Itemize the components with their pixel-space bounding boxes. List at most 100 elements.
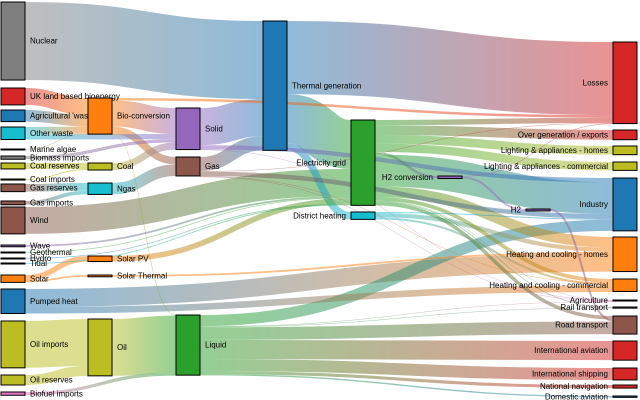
node-h2[interactable] (525, 208, 551, 212)
node-label-solar-pv: Solar PV (117, 254, 149, 263)
node-label-wave: Wave (30, 242, 51, 251)
node-label-district-heating: District heating (293, 211, 346, 220)
node-label-agricultural-waste: Agricultural 'waste' (30, 111, 97, 120)
node-road-transport[interactable] (612, 315, 638, 335)
node-solar-thermal[interactable] (87, 274, 113, 278)
link-wind-to-electricity-grid (24, 168, 352, 234)
node-label-international-shipping: International shipping (532, 370, 608, 379)
node-solid[interactable] (175, 107, 201, 151)
link-liquid-to-agriculture (199, 301, 614, 327)
node-label-heating-and-cooling-homes: Heating and cooling - homes (506, 250, 608, 259)
link-electricity-grid-to-agriculture (374, 200, 614, 301)
link-liquid-to-international-aviation (199, 339, 614, 361)
node-coal-imports[interactable] (0, 178, 26, 181)
node-international-aviation[interactable] (612, 340, 638, 361)
node-geothermal[interactable] (0, 251, 26, 254)
link-thermal-generation-to-losses (286, 20, 614, 116)
node-biomass-imports[interactable] (0, 155, 26, 160)
link-liquid-to-rail-transport (199, 307, 614, 328)
node-biofuel-imports[interactable] (0, 391, 26, 396)
link-coal-to-solid (111, 142, 177, 171)
node-label-hydro: Hydro (30, 254, 52, 263)
node-label-gas: Gas (205, 162, 220, 171)
node-domestic-aviation[interactable] (612, 395, 638, 398)
link-solar-to-solar-pv (24, 255, 89, 281)
node-label-solar: Solar (30, 274, 49, 283)
node-electricity-grid[interactable] (350, 119, 376, 206)
node-international-shipping[interactable] (612, 367, 638, 381)
node-oil-reserves[interactable] (0, 374, 26, 386)
node-ngas[interactable] (87, 182, 113, 195)
node-national-navigation[interactable] (612, 384, 638, 389)
node-losses[interactable] (612, 41, 638, 125)
node-label-tidal: Tidal (30, 259, 47, 268)
link-solid-to-thermal-generation (199, 99, 264, 146)
node-wind[interactable] (0, 206, 26, 235)
node-agriculture[interactable] (612, 299, 638, 302)
node-label-biofuel-imports: Biofuel imports (30, 389, 83, 398)
node-thermal-generation[interactable] (262, 20, 288, 151)
link-solar-to-solar-thermal (24, 275, 89, 283)
node-lighting-appliances-commercial[interactable] (612, 161, 638, 171)
node-oil[interactable] (87, 318, 113, 377)
node-rail-transport[interactable] (612, 306, 638, 309)
node-lighting-appliances-homes[interactable] (612, 145, 638, 156)
link-ngas-to-gas (111, 164, 177, 195)
link-coal-imports-to-coal (24, 168, 89, 181)
node-label-industry: Industry (580, 200, 608, 209)
node-oil-imports[interactable] (0, 320, 26, 369)
node-label-other-waste: Other waste (30, 129, 74, 138)
node-label-over-generation-exports: Over generation / exports (518, 130, 608, 139)
link-oil-to-liquid (111, 315, 177, 376)
node-over-generation-exports[interactable] (612, 129, 638, 141)
node-label-solid: Solid (205, 124, 223, 133)
node-label-gas-imports: Gas imports (30, 199, 73, 208)
link-nuclear-to-thermal-generation (24, 2, 264, 100)
node-marine-algae[interactable] (0, 148, 26, 151)
node-liquid[interactable] (175, 314, 201, 376)
link-liquid-to-road-transport (199, 321, 614, 340)
node-solar[interactable] (0, 274, 26, 283)
link-oil-imports-to-oil (24, 318, 89, 368)
node-district-heating[interactable] (350, 211, 376, 220)
node-hydro[interactable] (0, 257, 26, 260)
link-solar-pv-to-electricity-grid (111, 198, 352, 262)
node-gas[interactable] (175, 156, 201, 177)
node-gas-imports[interactable] (0, 200, 26, 206)
link-district-heating-to-heating-and-cooling-homes (374, 212, 614, 252)
node-label-marine-algae: Marine algae (30, 145, 77, 154)
node-industry[interactable] (612, 177, 638, 232)
node-wave[interactable] (0, 244, 26, 248)
node-coal[interactable] (87, 162, 113, 171)
link-electricity-grid-to-over-generation-exports (374, 125, 614, 140)
link-bio-conversion-to-solid (111, 100, 177, 135)
node-label-bio-conversion: Bio-conversion (117, 112, 170, 121)
link-gas-imports-to-ngas (24, 190, 89, 205)
node-uk-land-based-bioenergy[interactable] (0, 87, 26, 106)
node-label-h2-conversion: H2 conversion (382, 173, 433, 182)
link-biomass-imports-to-solid (24, 139, 177, 160)
node-coal-reserves[interactable] (0, 162, 26, 170)
link-electricity-grid-to-road-transport (374, 201, 614, 320)
node-label-losses: Losses (583, 78, 608, 87)
node-label-agriculture: Agriculture (570, 296, 609, 305)
link-bio-conversion-to-losses (111, 97, 614, 118)
node-nuclear[interactable] (0, 1, 26, 81)
node-heating-and-cooling-homes[interactable] (612, 236, 638, 273)
node-label-oil-imports: Oil imports (30, 340, 68, 349)
node-bio-conversion[interactable] (87, 97, 113, 135)
node-pumped-heat[interactable] (0, 288, 26, 314)
link-gas-reserves-to-ngas (24, 183, 89, 192)
link-gas-to-agriculture (199, 176, 614, 302)
node-solar-pv[interactable] (87, 255, 113, 263)
node-gas-reserves[interactable] (0, 183, 26, 193)
link-electricity-grid-to-lighting-appliances-commercial (374, 143, 614, 171)
node-agricultural-waste[interactable] (0, 109, 26, 123)
link-gas-to-heating-and-cooling-commercial (199, 176, 614, 284)
node-heating-and-cooling-commercial[interactable] (612, 278, 638, 292)
node-other-waste[interactable] (0, 126, 26, 140)
node-tidal[interactable] (0, 262, 26, 265)
link-liquid-to-national-navigation (199, 370, 614, 389)
node-label-uk-land-based-bioenergy: UK land based bioenergy (30, 92, 120, 101)
node-h2-conversion[interactable] (437, 175, 463, 180)
